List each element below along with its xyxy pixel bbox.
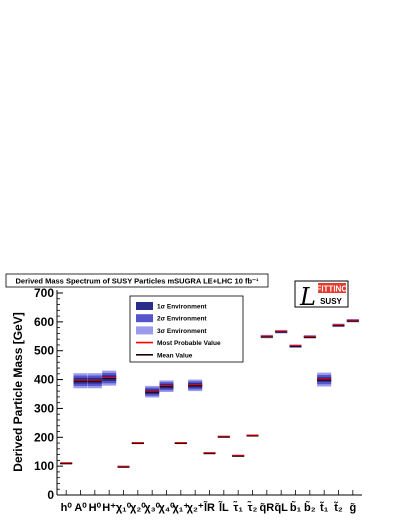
- category-label: χ₁⁰: [116, 502, 132, 514]
- logo-mark: L: [299, 283, 316, 311]
- particle-band: [346, 318, 359, 323]
- y-tick-label: 700: [34, 286, 54, 300]
- logo-bottom-text: SUSY: [320, 297, 342, 306]
- particle-band: [217, 435, 230, 438]
- legend-swatch: [136, 314, 153, 323]
- y-axis-label: Derived Particle Mass [GeV]: [11, 312, 25, 471]
- legend-label: 2σ Environment: [157, 316, 207, 323]
- particle-band: [174, 442, 187, 445]
- category-label: τ̃₂: [248, 501, 258, 514]
- category-label: t̃₂: [334, 501, 343, 514]
- category-label: b̃₂: [304, 501, 316, 514]
- legend-swatch: [136, 326, 153, 335]
- particle-band: [317, 372, 332, 387]
- category-label: b̃₁: [290, 501, 302, 514]
- particle-band: [188, 379, 203, 392]
- category-label: q̃L: [274, 502, 288, 514]
- particle-band: [246, 434, 259, 437]
- particle-band: [203, 452, 216, 455]
- particle-band: [289, 344, 302, 348]
- particle-band: [73, 373, 88, 389]
- x-ticks: [65, 490, 354, 495]
- legend-label: 3σ Environment: [157, 328, 207, 335]
- category-label: χ₂⁰: [130, 502, 146, 514]
- particle-band: [145, 385, 160, 398]
- legend-label: 1σ Environment: [157, 304, 207, 311]
- particle-band: [275, 329, 288, 334]
- category-label: g̃: [349, 502, 356, 514]
- y-tick-label: 200: [34, 430, 54, 444]
- particle-band: [87, 373, 102, 389]
- y-tick-label: 400: [34, 373, 54, 387]
- y-tick-label: 100: [34, 459, 54, 473]
- legend-label: Mean Value: [157, 352, 193, 359]
- particle-band: [117, 465, 130, 468]
- legend-swatch: [136, 302, 153, 310]
- category-label: χ₂⁺: [187, 502, 204, 514]
- y-tick-label: 500: [34, 344, 54, 358]
- title-box: [5, 273, 269, 288]
- particle-band: [232, 454, 245, 457]
- particle-band: [60, 462, 73, 465]
- category-label: l̃R: [204, 501, 215, 514]
- particle-band: [332, 323, 345, 328]
- logo-top-text: FITTINO: [316, 285, 347, 294]
- legend: 1σ Environment 2σ Environment 3σ Environme…: [129, 295, 244, 363]
- y-ticks: 0 100 200 300 400 500 600 700: [34, 286, 63, 502]
- y-tick-label: 600: [34, 315, 54, 329]
- particle-band: [260, 334, 273, 339]
- fittino-logo: FITTINO SUSY L: [294, 280, 349, 311]
- particle-band: [102, 370, 117, 386]
- category-label: h⁰: [61, 502, 73, 514]
- legend-label: Most Probable Value: [157, 340, 221, 347]
- category-label: χ₁⁺: [172, 502, 189, 514]
- y-tick-label: 0: [47, 488, 54, 502]
- y-tick-label: 300: [34, 401, 54, 415]
- category-label: l̃L: [219, 501, 229, 514]
- category-label: H⁺: [102, 502, 116, 514]
- category-label: χ₃⁰: [144, 502, 160, 514]
- particle-band: [159, 380, 174, 392]
- error-bands: [60, 318, 359, 468]
- chart-title: Derived Mass Spectrum of SUSY Particles …: [16, 277, 259, 286]
- category-label: q̃R: [259, 502, 274, 514]
- category-label: χ₄⁰: [159, 502, 176, 514]
- category-label: H⁰: [89, 502, 102, 514]
- particle-band: [131, 442, 144, 445]
- category-label: A⁰: [74, 502, 87, 514]
- particle-band: [303, 335, 316, 339]
- category-label: t̃₁: [320, 501, 329, 514]
- category-label: τ̃₁: [233, 501, 243, 514]
